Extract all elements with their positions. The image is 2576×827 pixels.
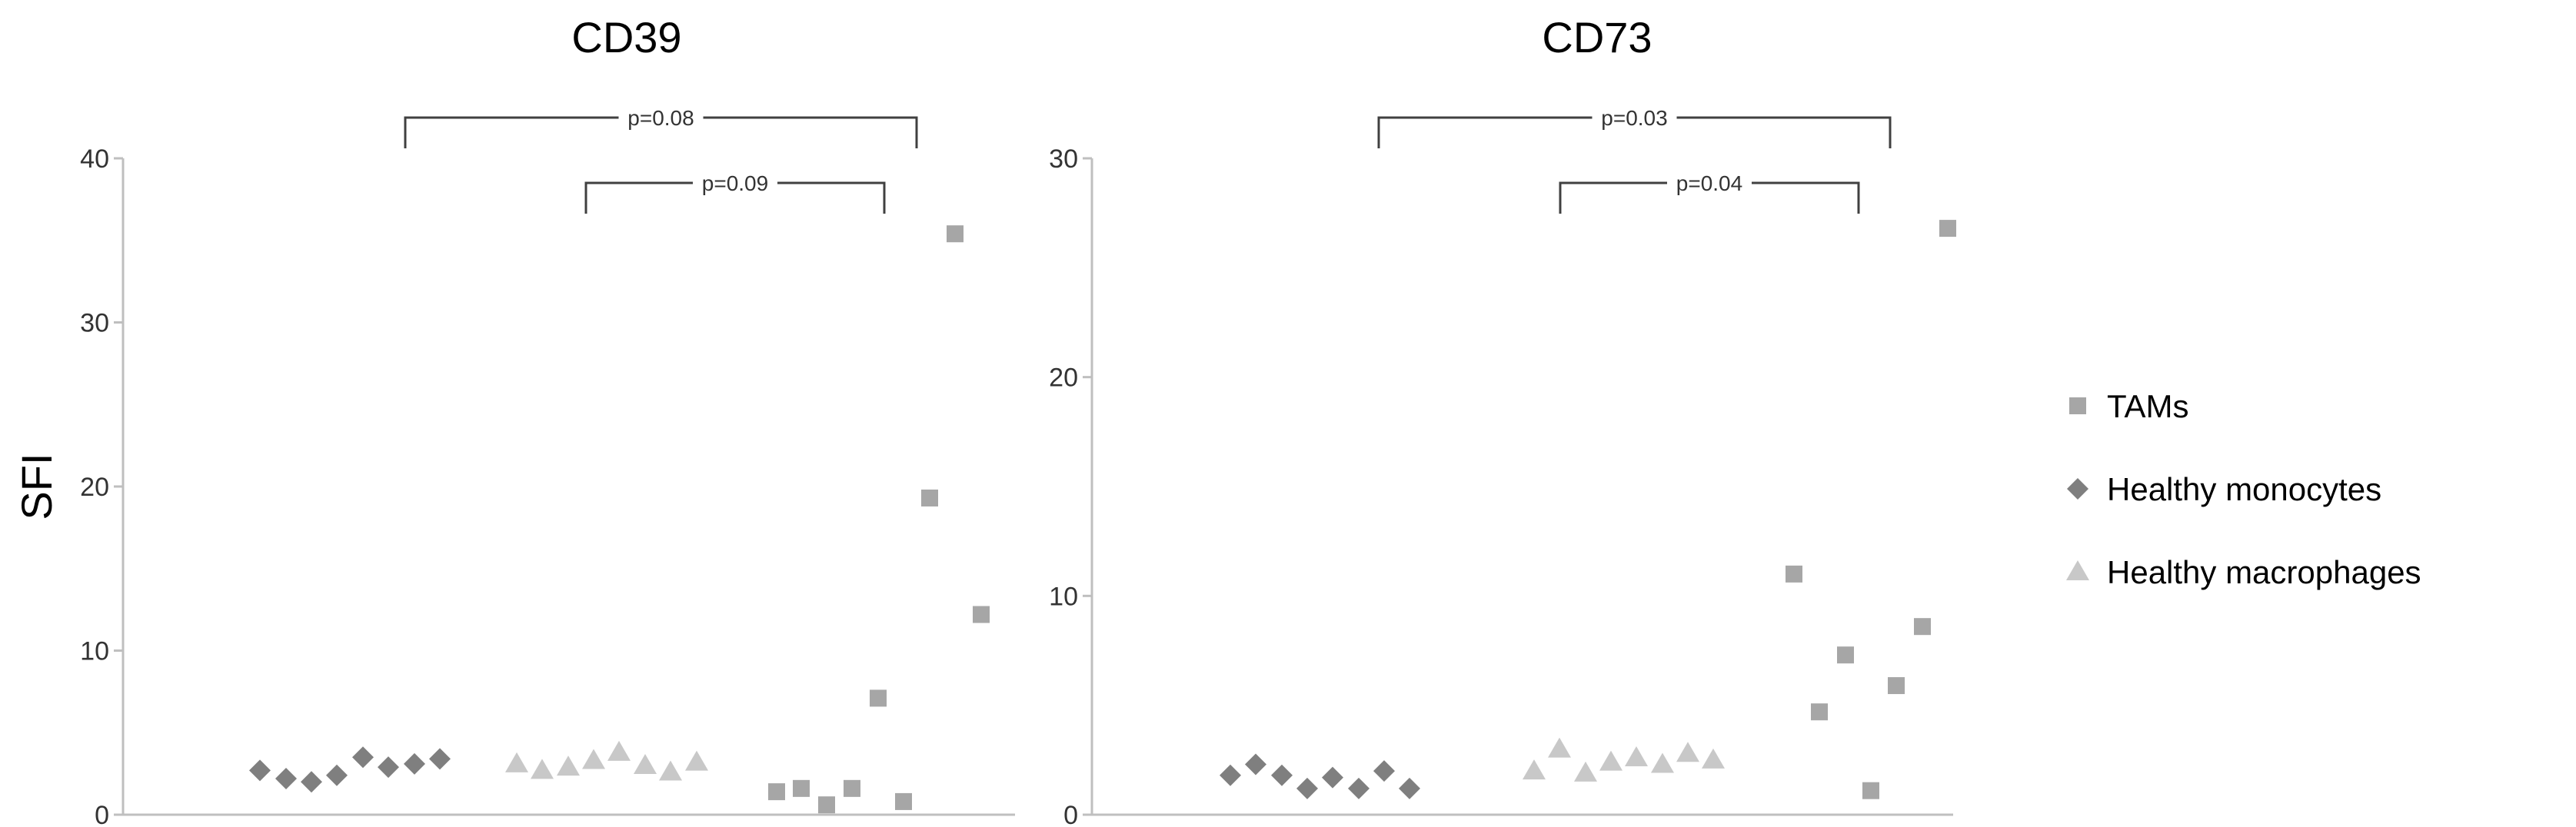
data-point-diamond — [378, 756, 399, 779]
legend-marker-square — [2069, 397, 2086, 414]
data-point-square — [1914, 618, 1931, 636]
data-point-triangle — [1676, 742, 1699, 762]
significance-bracket-right — [1676, 116, 1892, 148]
data-point-square — [870, 689, 887, 707]
data-point-triangle — [1625, 746, 1648, 766]
significance-bracket-right — [703, 116, 918, 148]
y-tick-label: 40 — [80, 144, 109, 174]
legend-label: Healthy monocytes — [2107, 471, 2381, 507]
data-point-triangle — [1599, 750, 1622, 771]
data-point-diamond — [249, 759, 271, 782]
data-point-triangle — [582, 749, 605, 769]
data-point-square — [1862, 782, 1879, 799]
data-point-square — [1786, 565, 1802, 583]
y-tick-label: 10 — [80, 637, 109, 666]
p-value-label: p=0.08 — [627, 106, 694, 130]
data-point-square — [768, 783, 785, 801]
significance-bracket-left — [584, 181, 693, 214]
data-point-square — [793, 779, 810, 797]
chart-title: CD39 — [571, 13, 681, 61]
data-point-triangle — [531, 759, 554, 779]
data-point-square — [947, 225, 964, 243]
panel-cd73: CD73 0 10 20 30 p=0.03 p=0.04 — [1049, 13, 1956, 827]
y-axis-label: SFI — [12, 453, 61, 520]
y-tick-label: 30 — [1049, 144, 1078, 174]
data-point-square — [921, 489, 938, 506]
data-point-diamond — [1245, 753, 1266, 776]
data-point-square — [818, 796, 835, 814]
data-point-diamond — [326, 764, 348, 786]
legend: TAMs Healthy monocytes Healthy macrophages — [2066, 388, 2421, 590]
data-point-square — [1888, 677, 1905, 695]
y-tick-label: 20 — [1049, 364, 1078, 393]
data-point-square — [1811, 703, 1828, 721]
legend-label: TAMs — [2107, 388, 2189, 424]
data-point-triangle — [1651, 752, 1674, 773]
data-point-diamond — [1296, 777, 1318, 799]
data-point-diamond — [352, 746, 374, 769]
legend-marker-diamond — [2067, 478, 2088, 500]
significance-bracket-left — [1377, 116, 1593, 148]
significance-bracket-left — [404, 116, 619, 148]
data-point-square — [973, 606, 990, 623]
data-point-diamond — [429, 748, 451, 770]
data-point-diamond — [1220, 764, 1241, 786]
p-value-label: p=0.03 — [1601, 106, 1667, 130]
data-point-triangle — [659, 760, 682, 781]
y-tick-label: 30 — [80, 309, 109, 338]
data-point-square — [1939, 220, 1956, 237]
data-point-triangle — [557, 756, 580, 776]
data-point-diamond — [1322, 766, 1343, 789]
legend-label: Healthy macrophages — [2107, 554, 2421, 590]
data-point-triangle — [1523, 759, 1546, 780]
significance-bracket-left — [1559, 181, 1667, 214]
data-point-triangle — [1702, 748, 1725, 769]
data-point-diamond — [1399, 777, 1420, 799]
significance-bracket-right — [777, 181, 886, 214]
data-point-square — [895, 792, 912, 810]
y-tick-label: 20 — [80, 473, 109, 502]
data-point-triangle — [685, 750, 708, 771]
data-point-diamond — [301, 771, 322, 793]
legend-marker-triangle — [2066, 560, 2089, 580]
data-point-diamond — [1348, 777, 1370, 799]
data-point-diamond — [1373, 760, 1395, 782]
data-point-diamond — [275, 768, 297, 790]
p-value-label: p=0.04 — [1676, 171, 1742, 195]
p-value-label: p=0.09 — [702, 171, 768, 195]
data-point-triangle — [607, 740, 631, 761]
data-point-triangle — [1548, 737, 1571, 758]
data-point-triangle — [505, 752, 528, 772]
y-tick-label: 0 — [95, 801, 109, 827]
chart-title: CD73 — [1542, 13, 1652, 61]
data-point-square — [844, 779, 860, 797]
y-tick-label: 10 — [1049, 582, 1078, 611]
y-tick-label: 0 — [1063, 801, 1078, 827]
data-point-triangle — [634, 753, 657, 774]
panel-cd39: CD39 SFI 0 10 20 30 40 p=0.08 p=0.09 — [12, 13, 1015, 827]
significance-bracket-right — [1752, 181, 1860, 214]
data-point-triangle — [1574, 761, 1597, 782]
data-point-diamond — [404, 752, 425, 775]
data-point-diamond — [1271, 764, 1293, 786]
data-point-square — [1837, 646, 1854, 664]
